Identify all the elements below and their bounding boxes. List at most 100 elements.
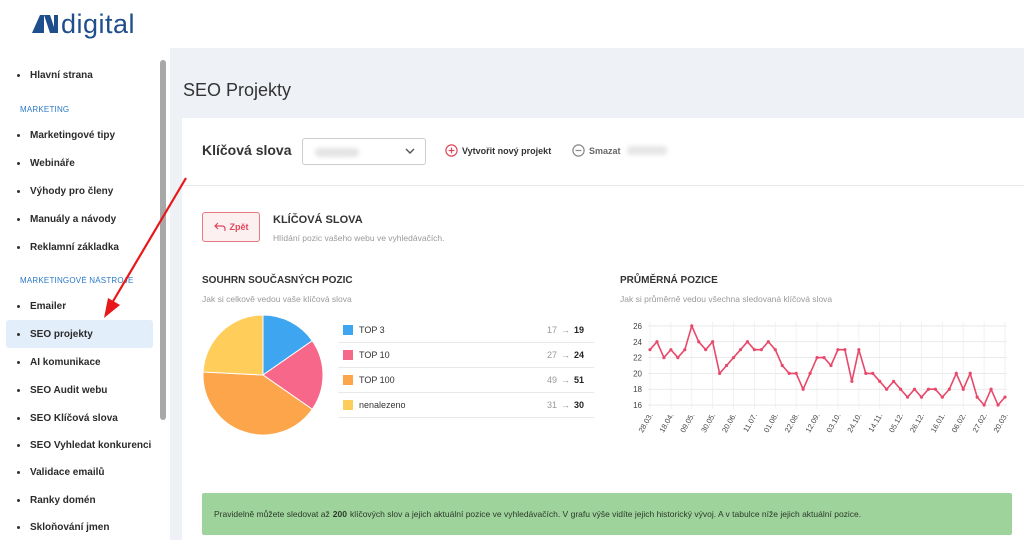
data-point: [724, 363, 729, 368]
banner-prefix: Pravidelně můžete sledovat až: [214, 509, 330, 519]
sidebar-item-emailer[interactable]: Emailer: [6, 292, 153, 320]
legend-row-top100: TOP 100 49 → 51: [338, 368, 594, 393]
bullet-icon: [17, 304, 20, 308]
legend-values: 31 → 30: [547, 400, 584, 410]
back-button[interactable]: Zpět: [202, 212, 260, 242]
data-point: [711, 340, 715, 344]
old-count: 31: [546, 400, 557, 410]
seo-project-card: Klíčová slova Vytvořit nový projekt Smaz…: [182, 118, 1024, 540]
x-tick-label: 12.09.: [804, 412, 822, 435]
sidebar-item-seo-competitors[interactable]: SEO Vyhledat konkurenci: [6, 431, 153, 459]
data-point: [857, 348, 861, 352]
sidebar-item-webinars[interactable]: Webináře: [6, 149, 153, 177]
data-point: [961, 387, 965, 391]
pie-slice-top-3: [262, 314, 313, 376]
sidebar-item-label: Výhody pro členy: [30, 185, 114, 197]
top-bar: digital: [0, 0, 1024, 48]
old-count: 17: [546, 325, 557, 335]
new-project-button[interactable]: Vytvořit nový projekt: [445, 144, 551, 157]
average-subtitle: Jak si průměrně vedou všechna sledovaná …: [620, 294, 833, 304]
sidebar-item-domain-ranks[interactable]: Ranky domén: [6, 486, 153, 514]
y-tick-label: 16: [633, 401, 642, 410]
plus-circle-icon: [445, 144, 458, 157]
x-tick-label: 28.03.: [637, 412, 655, 435]
bullet-icon: [17, 525, 20, 529]
data-point: [704, 348, 708, 352]
data-point: [738, 348, 743, 352]
arrow-right-icon: →: [560, 375, 570, 385]
sidebar-scrollbar[interactable]: [160, 60, 166, 420]
sidebar-item-manuals[interactable]: Manuály a návody: [6, 205, 153, 233]
x-tick-label: 03.10.: [824, 412, 842, 435]
new-count: 24: [573, 350, 584, 360]
brand-logo[interactable]: digital: [30, 8, 135, 40]
bullet-icon: [17, 470, 20, 474]
y-tick-label: 20: [633, 369, 642, 378]
data-point: [919, 395, 924, 399]
legend-label: TOP 3: [359, 325, 385, 335]
sidebar-item-ad-basics[interactable]: Reklamní základka: [6, 233, 153, 261]
x-tick-label: 22.08.: [783, 412, 801, 435]
data-point: [773, 348, 777, 352]
data-point: [885, 387, 889, 391]
data-point: [975, 395, 979, 399]
data-point: [648, 348, 652, 352]
legend-label: nenalezeno: [359, 400, 406, 410]
bullet-icon: [17, 133, 20, 137]
data-point: [850, 379, 854, 383]
banner-suffix: klíčových slov a jejich aktuální pozice …: [349, 509, 862, 519]
data-point: [752, 348, 757, 352]
data-point: [878, 379, 882, 383]
bullet-icon: [17, 332, 20, 336]
bullet-icon: [17, 498, 20, 502]
project-select[interactable]: [302, 138, 426, 165]
sidebar-item-label: SEO Vyhledat konkurenci: [30, 439, 152, 451]
x-tick-label: 05.12.: [887, 412, 905, 435]
sidebar-item-label: Manuály a návody: [30, 213, 117, 225]
sidebar-item-name-declension[interactable]: Skloňování jmen: [6, 513, 153, 541]
sidebar-item-member-benefits[interactable]: Výhody pro členy: [6, 177, 153, 205]
data-point: [662, 355, 666, 360]
sidebar-item-seo-keywords[interactable]: SEO Klíčová slova: [6, 404, 153, 432]
sidebar-item-ai-communication[interactable]: AI komunikace: [6, 348, 153, 376]
y-tick-label: 24: [633, 338, 642, 347]
blurred-project-name: [315, 148, 359, 157]
chevron-down-icon: [405, 148, 415, 154]
sidebar-item-email-validation[interactable]: Validace emailů: [6, 458, 153, 486]
blurred-project-name: [626, 146, 667, 155]
data-point: [968, 371, 972, 376]
sidebar-section-marketing-tools: MARKETINGOVÉ NÁSTROJE: [20, 276, 134, 285]
logo-mark-icon: [32, 15, 58, 33]
data-point: [871, 371, 875, 376]
data-point: [843, 348, 847, 352]
legend-swatch: [343, 400, 353, 410]
legend-row-top10: TOP 10 27 → 24: [338, 343, 594, 368]
summary-legend-table: TOP 3 17 → 19 TOP 10 27 → 24 TOP 100 49 → 51 n…: [338, 318, 594, 418]
sidebar-item-marketing-tips[interactable]: Marketingové tipy: [6, 121, 153, 149]
bullet-icon: [17, 360, 20, 364]
positions-pie-chart: [202, 314, 324, 436]
bullet-icon: [17, 189, 20, 193]
brand-name: digital: [61, 8, 136, 39]
sidebar-item-label: Hlavní strana: [30, 69, 93, 81]
sidebar-item-label: Ranky domén: [30, 494, 96, 506]
section-title: KLÍČOVÁ SLOVA: [273, 214, 363, 226]
legend-row-top3: TOP 3 17 → 19: [338, 318, 594, 343]
old-count: 27: [546, 350, 557, 360]
sidebar-item-seo-audit[interactable]: SEO Audit webu: [6, 376, 153, 404]
delete-project-button[interactable]: Smazat: [572, 144, 667, 157]
sidebar-item-home[interactable]: Hlavní strana: [6, 61, 153, 89]
data-point: [808, 371, 812, 376]
banner-highlight: 200: [332, 509, 347, 519]
new-project-label: Vytvořit nový projekt: [462, 145, 552, 156]
bullet-icon: [17, 217, 20, 221]
sidebar-item-seo-projects[interactable]: SEO projekty: [6, 320, 153, 348]
data-point: [815, 355, 819, 360]
data-point: [864, 371, 868, 376]
bullet-icon: [17, 443, 20, 447]
delete-label: Smazat: [589, 145, 621, 156]
summary-subtitle: Jak si celkově vedou vaše klíčová slova: [202, 294, 352, 304]
x-tick-label: 20.03.: [992, 412, 1010, 435]
data-point: [829, 363, 833, 368]
